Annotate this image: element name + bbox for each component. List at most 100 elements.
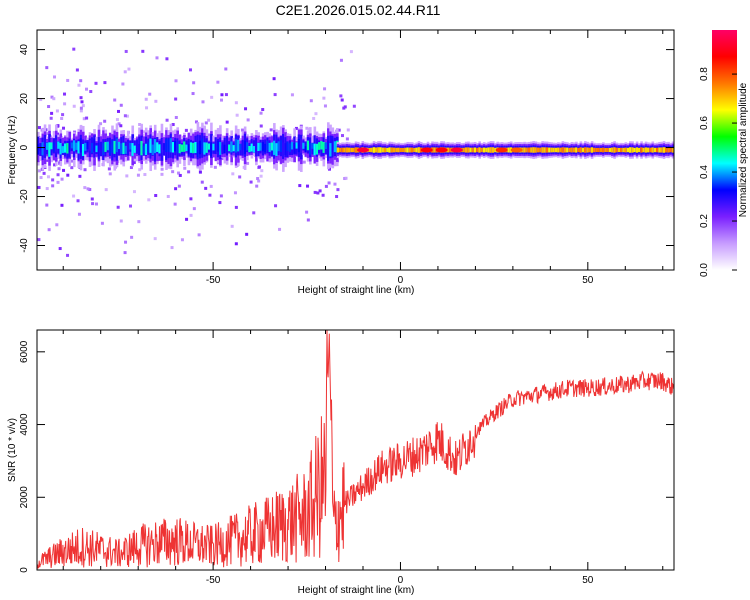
snr-ylabel: SNR (10 * v/v): [7, 418, 18, 482]
spectrogram-cell: [216, 140, 220, 152]
spectrogram-cell: [214, 144, 218, 155]
spectrogram-cell: [133, 145, 137, 153]
spectrogram-speckle: [213, 165, 217, 169]
spectrogram-cell: [210, 142, 213, 157]
spectrogram-peak: [435, 147, 448, 153]
spectrogram-cell: [54, 139, 58, 153]
spectrogram-cell: [386, 147, 389, 153]
spectrogram-cell: [70, 142, 74, 149]
spectrogram-speckle: [252, 211, 256, 215]
spectrogram-speckle: [37, 238, 41, 242]
spectrogram-speckle: [321, 193, 325, 197]
spectrogram-cell: [138, 143, 141, 156]
spectrogram-cell: [304, 146, 308, 153]
spectrogram-cell: [198, 140, 202, 155]
spectrogram-cell: [223, 144, 227, 154]
spectrogram-speckle: [143, 173, 147, 177]
spectrogram-cell: [279, 140, 283, 153]
spectrogram-speckle: [224, 93, 228, 97]
spectrogram-speckle: [45, 187, 49, 191]
spectrogram-speckle: [82, 117, 86, 121]
spectrogram-cell: [52, 142, 56, 152]
spectrogram-cell: [192, 142, 195, 154]
spectrogram-speckle: [339, 94, 343, 98]
spectrogram-speckle: [174, 79, 178, 83]
spectrogram-speckle: [55, 223, 59, 227]
spectrogram-peak: [510, 147, 523, 153]
spectrogram-cell: [63, 143, 67, 153]
spectrogram-speckle: [85, 116, 89, 120]
snr-xlabel: Height of straight line (km): [298, 585, 415, 596]
spectrogram-cell: [473, 147, 477, 153]
spectrogram-speckle: [148, 92, 152, 96]
spectrogram-speckle: [318, 189, 322, 193]
snr-ytick-label: 6000: [19, 340, 30, 363]
snr-series-line: [36, 329, 675, 570]
spectrogram-cell: [534, 147, 538, 153]
spectrogram-cell: [124, 145, 128, 154]
spectrogram-speckle: [290, 93, 294, 97]
spectrogram-cell: [494, 147, 497, 153]
spectrogram-cell: [48, 142, 51, 157]
spectrogram-cell: [631, 147, 634, 153]
spectrogram-cell: [352, 147, 356, 153]
spectrogram-cell: [333, 141, 337, 153]
spectrogram-cell: [313, 143, 317, 156]
spectrogram-cell: [165, 138, 168, 152]
spectrogram-cell: [593, 147, 596, 153]
spectrogram-cell: [41, 142, 45, 156]
spectrogram-cell: [480, 147, 484, 153]
spectrogram-speckle: [60, 203, 64, 207]
spectrogram-cell: [86, 141, 90, 150]
spectrogram-speckle: [235, 113, 239, 117]
spectrogram-speckle: [61, 113, 65, 117]
spectrogram-speckle: [75, 68, 79, 72]
spectrogram-speckle: [234, 205, 238, 209]
spectrogram-speckle: [46, 158, 50, 162]
spectrogram-cell: [446, 147, 450, 153]
spectrogram-speckle: [90, 197, 94, 201]
spectrogram-cell: [275, 143, 278, 156]
spectrogram-cell: [336, 147, 340, 153]
spectrogram-speckle: [340, 98, 344, 102]
snr-xtick-label: 50: [582, 575, 594, 586]
spectrogram-cell: [90, 142, 94, 153]
spectrogram-cell: [577, 147, 580, 153]
spectrogram-cell: [530, 147, 533, 153]
spectrogram-cell: [608, 147, 612, 153]
spectrogram-cell: [557, 147, 560, 153]
spectrogram-cell: [120, 143, 123, 154]
spectrogram-speckle: [51, 184, 55, 188]
spectrogram-cell: [660, 147, 664, 153]
spectrogram-cell: [160, 138, 164, 153]
spectrogram-speckle: [66, 253, 70, 257]
spectrogram-speckle: [346, 128, 350, 132]
spectrogram-speckle: [180, 238, 184, 242]
spectrogram-speckle: [257, 165, 261, 169]
spectrogram-speckle: [240, 128, 244, 132]
spectrogram-cell: [462, 147, 466, 153]
spectrogram-speckle: [201, 100, 205, 104]
spectrogram-speckle: [173, 202, 177, 206]
spectrogram-speckle: [257, 179, 261, 183]
spectrogram-speckle: [108, 172, 112, 176]
spectrogram-speckle: [119, 124, 123, 128]
colorbar-ramp: [712, 30, 737, 270]
spectrogram-cell: [377, 147, 380, 153]
spectrogram-cell: [671, 147, 675, 153]
spectrogram-speckle: [51, 178, 55, 182]
spectrogram-cell: [295, 144, 299, 155]
spectrogram-cell: [68, 141, 72, 153]
spectrogram-cell: [401, 147, 405, 153]
spectrogram-speckle: [124, 49, 128, 53]
spectrogram-cell: [306, 140, 310, 151]
spectrogram-cell: [311, 142, 314, 149]
spectrogram-speckle: [47, 105, 51, 109]
spectrogram-cell: [205, 142, 209, 153]
spectrogram-cell: [259, 142, 263, 151]
spectrogram-cell: [122, 142, 126, 155]
spectrogram-speckle: [234, 242, 238, 246]
spectrogram-speckle: [103, 81, 107, 85]
spectrogram-speckle: [170, 246, 174, 250]
spectrogram-cell: [381, 147, 385, 153]
